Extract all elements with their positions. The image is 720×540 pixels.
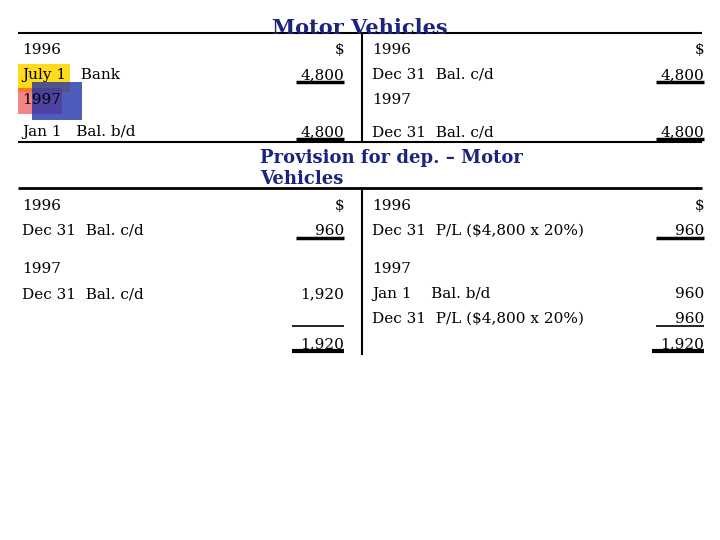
Text: 960: 960 bbox=[675, 312, 704, 326]
Bar bbox=[18, 64, 70, 92]
Text: 1,920: 1,920 bbox=[660, 337, 704, 351]
Text: 4,800: 4,800 bbox=[660, 68, 704, 82]
Text: 4,800: 4,800 bbox=[660, 125, 704, 139]
Text: Dec 31  Bal. c/d: Dec 31 Bal. c/d bbox=[22, 224, 144, 238]
Text: 4,800: 4,800 bbox=[300, 68, 344, 82]
Text: Dec 31  P/L ($4,800 x 20%): Dec 31 P/L ($4,800 x 20%) bbox=[372, 224, 584, 238]
Text: $: $ bbox=[334, 199, 344, 213]
Text: 1997: 1997 bbox=[372, 262, 411, 276]
Text: 960: 960 bbox=[315, 224, 344, 238]
Text: 1,920: 1,920 bbox=[300, 337, 344, 351]
Text: 4,800: 4,800 bbox=[300, 125, 344, 139]
Text: 1,920: 1,920 bbox=[300, 287, 344, 301]
Text: 1996: 1996 bbox=[22, 43, 61, 57]
Text: 1997: 1997 bbox=[22, 93, 61, 107]
Text: Motor Vehicles: Motor Vehicles bbox=[272, 18, 448, 38]
Bar bbox=[32, 82, 82, 120]
Text: 1996: 1996 bbox=[372, 43, 411, 57]
Text: Jan 1   Bal. b/d: Jan 1 Bal. b/d bbox=[22, 125, 135, 139]
Text: $: $ bbox=[694, 199, 704, 213]
Text: 960: 960 bbox=[675, 287, 704, 301]
Text: $: $ bbox=[334, 43, 344, 57]
Text: Vehicles: Vehicles bbox=[260, 170, 343, 188]
Text: 1996: 1996 bbox=[22, 199, 61, 213]
Text: 1996: 1996 bbox=[372, 199, 411, 213]
Text: $: $ bbox=[694, 43, 704, 57]
Text: Dec 31  Bal. c/d: Dec 31 Bal. c/d bbox=[22, 287, 144, 301]
Text: 960: 960 bbox=[675, 224, 704, 238]
Text: Provision for dep. – Motor: Provision for dep. – Motor bbox=[260, 149, 523, 167]
Text: Dec 31  Bal. c/d: Dec 31 Bal. c/d bbox=[372, 68, 494, 82]
Text: Jan 1    Bal. b/d: Jan 1 Bal. b/d bbox=[372, 287, 490, 301]
Text: Dec 31  P/L ($4,800 x 20%): Dec 31 P/L ($4,800 x 20%) bbox=[372, 312, 584, 326]
Text: July 1   Bank: July 1 Bank bbox=[22, 68, 120, 82]
Text: Dec 31  Bal. c/d: Dec 31 Bal. c/d bbox=[372, 125, 494, 139]
Text: 1997: 1997 bbox=[22, 262, 61, 276]
Text: 1997: 1997 bbox=[372, 93, 411, 107]
Bar bbox=[18, 88, 62, 114]
